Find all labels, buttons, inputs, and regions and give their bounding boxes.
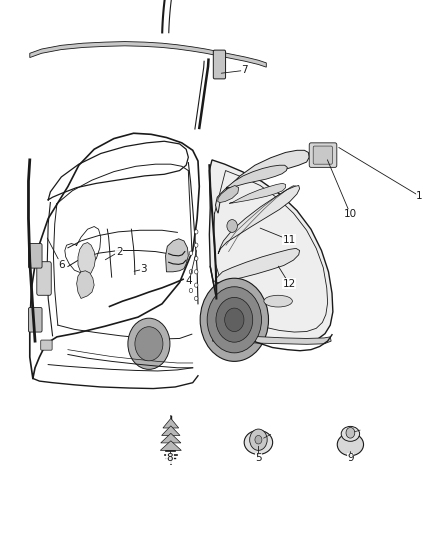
- Text: 1: 1: [416, 191, 423, 201]
- Circle shape: [194, 283, 198, 287]
- Circle shape: [189, 251, 193, 255]
- FancyBboxPatch shape: [37, 262, 51, 295]
- Circle shape: [255, 435, 262, 444]
- Polygon shape: [215, 248, 300, 282]
- Circle shape: [135, 327, 163, 361]
- Circle shape: [207, 287, 261, 353]
- Circle shape: [200, 278, 268, 361]
- Circle shape: [227, 220, 237, 232]
- Polygon shape: [212, 336, 331, 344]
- Polygon shape: [30, 42, 266, 67]
- Circle shape: [194, 270, 198, 274]
- Text: 3: 3: [140, 264, 147, 274]
- Circle shape: [189, 270, 193, 274]
- Text: 7: 7: [241, 66, 248, 75]
- FancyBboxPatch shape: [41, 340, 52, 350]
- Polygon shape: [218, 185, 300, 254]
- Circle shape: [128, 318, 170, 369]
- FancyBboxPatch shape: [28, 308, 42, 332]
- Polygon shape: [77, 271, 94, 298]
- Polygon shape: [226, 165, 287, 188]
- Ellipse shape: [341, 426, 360, 441]
- Text: 9: 9: [347, 454, 354, 463]
- Ellipse shape: [244, 431, 272, 454]
- Circle shape: [189, 288, 193, 293]
- Polygon shape: [166, 239, 188, 272]
- Circle shape: [194, 256, 198, 261]
- Polygon shape: [161, 433, 181, 443]
- Circle shape: [250, 429, 267, 450]
- Circle shape: [216, 297, 253, 342]
- Polygon shape: [78, 243, 95, 277]
- Polygon shape: [215, 150, 309, 213]
- Ellipse shape: [264, 295, 293, 307]
- Circle shape: [194, 243, 198, 247]
- Text: 8: 8: [166, 454, 173, 463]
- Polygon shape: [160, 441, 181, 450]
- FancyBboxPatch shape: [28, 244, 42, 268]
- Ellipse shape: [337, 433, 364, 456]
- Text: 11: 11: [283, 235, 296, 245]
- Polygon shape: [218, 185, 239, 203]
- Circle shape: [194, 230, 198, 234]
- Text: 4: 4: [186, 277, 193, 286]
- Polygon shape: [230, 183, 286, 204]
- Polygon shape: [162, 426, 180, 435]
- FancyBboxPatch shape: [313, 146, 332, 164]
- Text: 12: 12: [283, 279, 296, 288]
- Text: 2: 2: [116, 247, 123, 256]
- Text: 5: 5: [255, 454, 262, 463]
- Text: 6: 6: [58, 260, 65, 270]
- Circle shape: [225, 308, 244, 332]
- Text: 10: 10: [344, 209, 357, 219]
- Circle shape: [194, 296, 198, 301]
- FancyBboxPatch shape: [309, 143, 337, 167]
- Polygon shape: [163, 418, 179, 428]
- Polygon shape: [209, 160, 333, 343]
- Circle shape: [346, 427, 355, 438]
- FancyBboxPatch shape: [213, 50, 226, 79]
